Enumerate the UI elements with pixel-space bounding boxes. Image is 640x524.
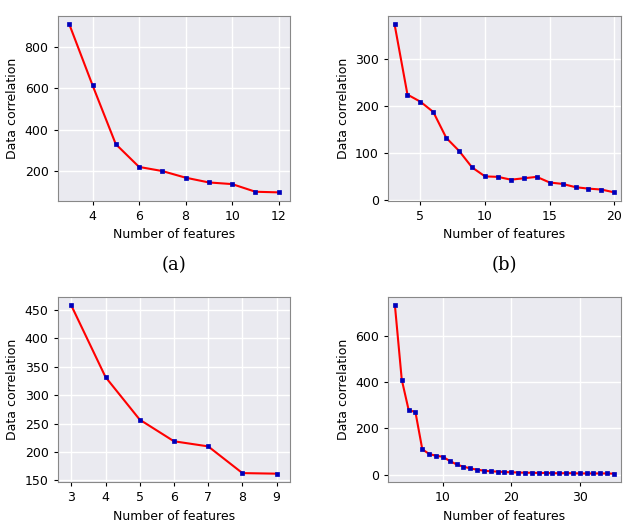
X-axis label: Number of features: Number of features [444, 510, 566, 522]
Text: (b): (b) [492, 256, 517, 274]
Y-axis label: Data correlation: Data correlation [6, 58, 19, 159]
Y-axis label: Data correlation: Data correlation [6, 339, 19, 440]
Y-axis label: Data correlation: Data correlation [337, 339, 349, 440]
X-axis label: Number of features: Number of features [113, 510, 235, 522]
X-axis label: Number of features: Number of features [444, 228, 566, 242]
Text: (a): (a) [161, 256, 186, 274]
X-axis label: Number of features: Number of features [113, 228, 235, 242]
Y-axis label: Data correlation: Data correlation [337, 58, 349, 159]
